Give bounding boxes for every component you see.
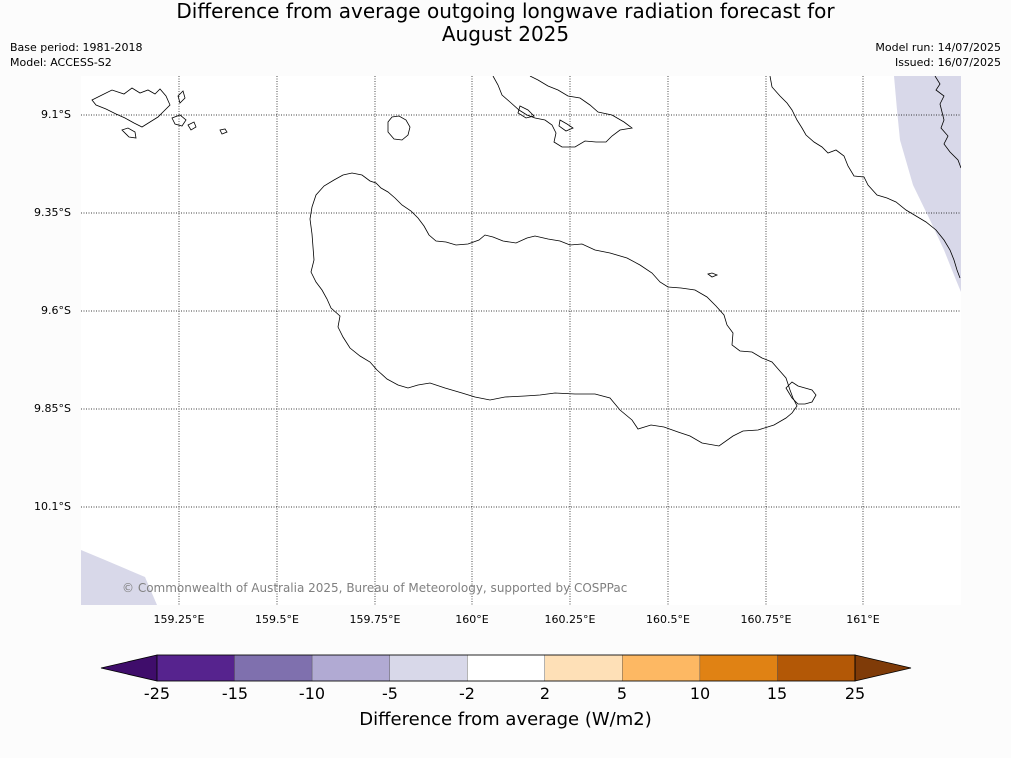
lon-label: 160.75°E xyxy=(740,613,792,626)
lat-label: 9.85°S xyxy=(34,402,71,415)
colorbar-tick-label: 5 xyxy=(616,684,628,703)
lon-label: 159.5°E xyxy=(255,613,299,626)
colorbar-box xyxy=(311,654,390,682)
anomaly-fill-southwest xyxy=(81,550,157,605)
coastline-nggela-island xyxy=(492,76,633,148)
colorbar-tick-label: 2 xyxy=(539,684,551,703)
coastlines xyxy=(91,76,961,447)
title-line-1: Difference from average outgoing longwav… xyxy=(176,0,835,23)
metadata-left: Base period: 1981-2018 Model: ACCESS-S2 xyxy=(10,40,142,70)
colorbar-box xyxy=(467,654,545,682)
coastline-florida-islets xyxy=(517,105,574,132)
chart-title: Difference from average outgoing longwav… xyxy=(0,0,1011,46)
colorbar-box xyxy=(389,654,468,682)
lon-label: 160.25°E xyxy=(544,613,596,626)
title-line-2: August 2025 xyxy=(441,22,570,46)
coastline-guadalcanal xyxy=(309,172,798,447)
metadata-right: Model run: 14/07/2025 Issued: 16/07/2025 xyxy=(875,40,1001,70)
coastline-malaita-north xyxy=(934,76,961,169)
colorbar-box xyxy=(156,654,235,682)
colorbar-tick-label: -2 xyxy=(459,684,475,703)
lat-label: 9.6°S xyxy=(41,304,71,317)
coastline-russell-islets xyxy=(121,90,228,139)
colorbar xyxy=(100,654,912,682)
lon-label: 159.75°E xyxy=(349,613,401,626)
gridlines xyxy=(81,76,961,605)
coastline-marau-islets xyxy=(785,381,817,405)
colorbar-tick-label: 25 xyxy=(844,684,866,703)
colorbar-boxes xyxy=(156,654,856,682)
colorbar-frame xyxy=(156,654,856,682)
lon-label: 161°E xyxy=(846,613,880,626)
colorbar-tick-label: -25 xyxy=(143,684,171,703)
copyright-text: © Commonwealth of Australia 2025, Bureau… xyxy=(122,581,627,595)
colorbar-tick-label: -15 xyxy=(221,684,249,703)
colorbar-tick-label: -5 xyxy=(382,684,398,703)
anomaly-fill-northeast xyxy=(894,76,961,292)
colorbar-tick-label: 15 xyxy=(766,684,788,703)
colorbar-label: Difference from average (W/m2) xyxy=(359,709,652,730)
coastline-small-islet xyxy=(707,272,719,278)
lon-label: 159.25°E xyxy=(153,613,205,626)
base-period-text: Base period: 1981-2018 xyxy=(10,41,143,54)
lat-label: 9.1°S xyxy=(41,108,71,121)
issued-text: Issued: 16/07/2025 xyxy=(894,56,1001,69)
lat-label: 10.1°S xyxy=(34,500,71,513)
colorbar-tick-label: -10 xyxy=(298,684,326,703)
colorbar-box xyxy=(544,654,623,682)
colorbar-extend-high xyxy=(854,654,912,682)
coastline-malaita xyxy=(769,76,961,279)
colorbar-tick-label: 10 xyxy=(689,684,711,703)
colorbar-box xyxy=(699,654,778,682)
lat-label: 9.35°S xyxy=(34,206,71,219)
map-background xyxy=(81,76,961,605)
colorbar-extend-low xyxy=(100,654,158,682)
map-area: © Commonwealth of Australia 2025, Bureau… xyxy=(81,76,961,605)
model-run-text: Model run: 14/07/2025 xyxy=(875,41,1001,54)
model-text: Model: ACCESS-S2 xyxy=(10,56,112,69)
lon-label: 160°E xyxy=(455,613,489,626)
coastline-savo-island xyxy=(387,115,411,141)
colorbar-box xyxy=(622,654,701,682)
colorbar-box xyxy=(777,654,856,682)
lon-label: 160.5°E xyxy=(646,613,690,626)
colorbar-box xyxy=(234,654,313,682)
